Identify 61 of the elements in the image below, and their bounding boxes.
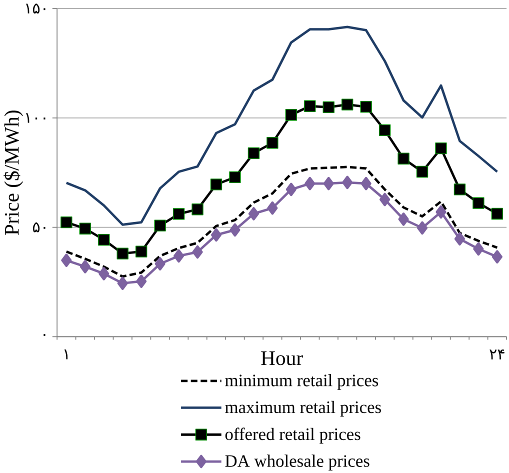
- point: [248, 207, 259, 221]
- point: [492, 250, 502, 264]
- point: [229, 172, 241, 184]
- point: [416, 221, 428, 235]
- point: [285, 109, 297, 121]
- point: [117, 276, 128, 290]
- point: [473, 242, 484, 256]
- point: [435, 142, 447, 154]
- point: [80, 260, 90, 274]
- x-tick-label: ۱: [64, 350, 68, 360]
- point: [172, 208, 185, 220]
- point: [230, 223, 240, 237]
- point: [116, 248, 128, 260]
- y-tick-label: ۰: [44, 334, 46, 336]
- point: [210, 228, 222, 242]
- y-axis-title: Price ($/MWh): [4, 110, 24, 236]
- point: [154, 220, 166, 232]
- point: [210, 178, 222, 190]
- point: [436, 205, 446, 219]
- point: [380, 193, 390, 206]
- point: [154, 257, 166, 271]
- point: [398, 212, 409, 226]
- point: [286, 182, 296, 196]
- point: [174, 249, 184, 263]
- point: [342, 176, 353, 190]
- point: [192, 245, 203, 259]
- y-tick-label: ۱۵۰: [26, 4, 46, 14]
- point: [322, 102, 334, 114]
- y-tick-label: ۵۰: [32, 222, 46, 232]
- legend-label: offered retail prices: [225, 428, 360, 444]
- point: [304, 177, 316, 190]
- point: [304, 100, 316, 112]
- point: [472, 197, 484, 209]
- y-tick-label: ۱۰۰: [26, 113, 46, 123]
- point: [398, 152, 410, 165]
- point: [342, 98, 354, 111]
- legend-label: DA wholesale prices: [225, 454, 370, 471]
- point: [360, 101, 372, 113]
- point: [192, 204, 204, 216]
- x-axis-title: Hour: [261, 352, 303, 366]
- point: [136, 274, 147, 288]
- point: [79, 222, 91, 235]
- x-tick-label: ۲۴: [490, 350, 504, 360]
- point: [136, 246, 148, 258]
- point: [60, 216, 72, 228]
- point: [323, 177, 334, 190]
- line-series: [65, 26, 498, 226]
- point: [454, 184, 466, 196]
- point: [98, 267, 110, 280]
- point: [267, 202, 278, 215]
- point: [454, 232, 466, 246]
- point: [491, 208, 504, 220]
- point: [378, 124, 391, 136]
- point: [416, 166, 428, 178]
- point: [266, 137, 278, 149]
- point: [360, 177, 372, 190]
- point: [98, 234, 110, 246]
- point: [61, 254, 72, 268]
- legend-label: minimum retail prices: [225, 374, 378, 390]
- legend-label: maximum retail prices: [225, 400, 381, 417]
- point: [248, 147, 260, 160]
